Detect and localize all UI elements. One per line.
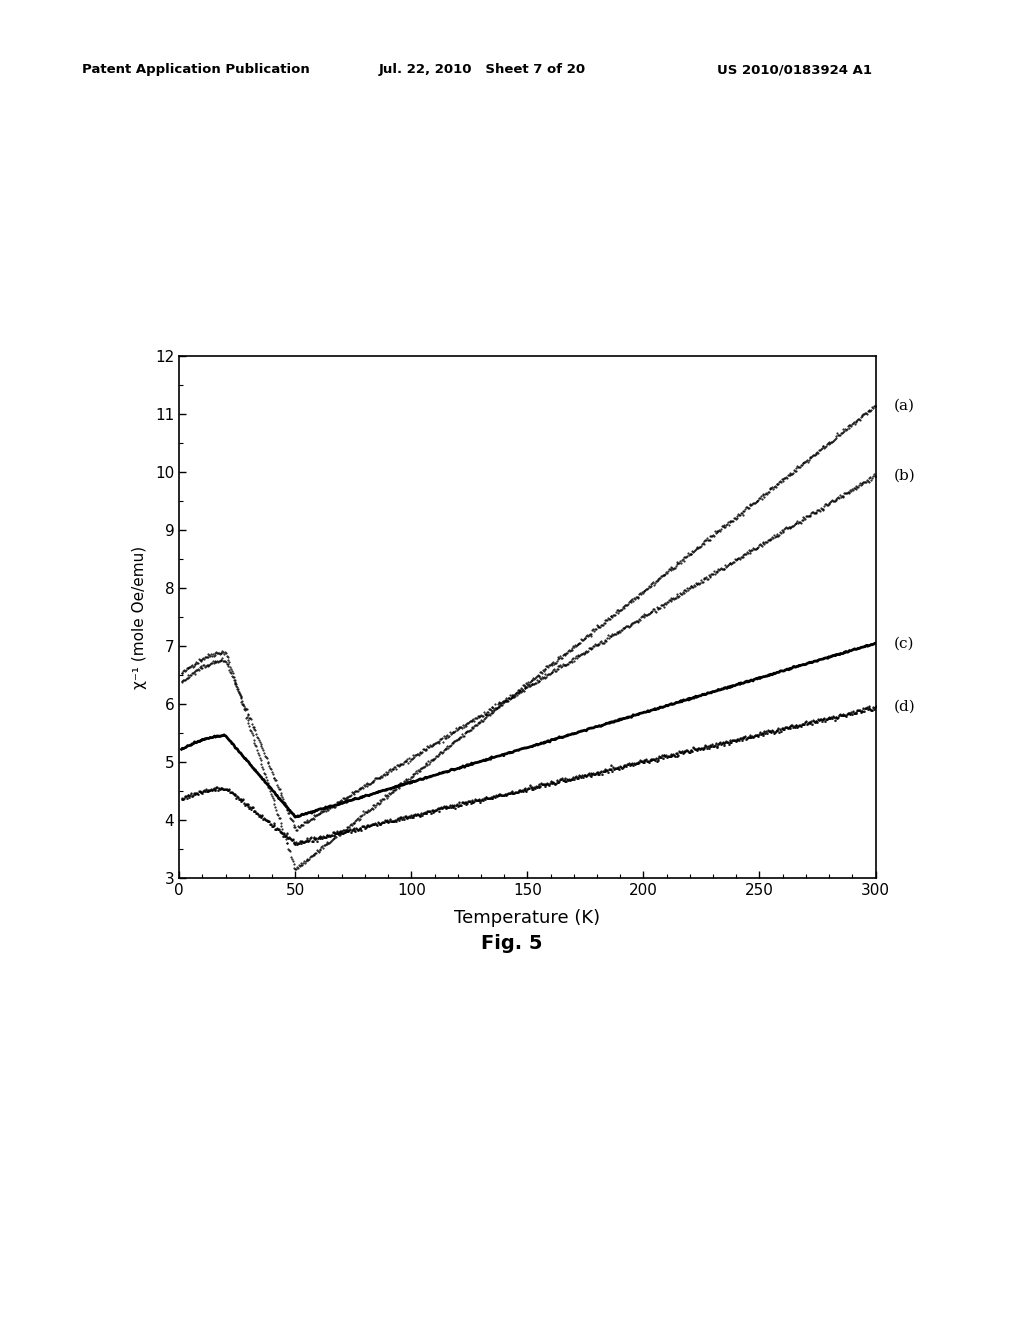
Text: (c): (c): [894, 636, 914, 651]
X-axis label: Temperature (K): Temperature (K): [455, 908, 600, 927]
Text: (d): (d): [894, 700, 915, 714]
Text: Patent Application Publication: Patent Application Publication: [82, 63, 309, 77]
Text: Jul. 22, 2010   Sheet 7 of 20: Jul. 22, 2010 Sheet 7 of 20: [379, 63, 586, 77]
Y-axis label: χ⁻¹ (mole Oe/emu): χ⁻¹ (mole Oe/emu): [132, 545, 146, 689]
Text: (a): (a): [894, 399, 915, 413]
Text: (b): (b): [894, 469, 915, 482]
Text: Fig. 5: Fig. 5: [481, 935, 543, 953]
Text: US 2010/0183924 A1: US 2010/0183924 A1: [717, 63, 871, 77]
